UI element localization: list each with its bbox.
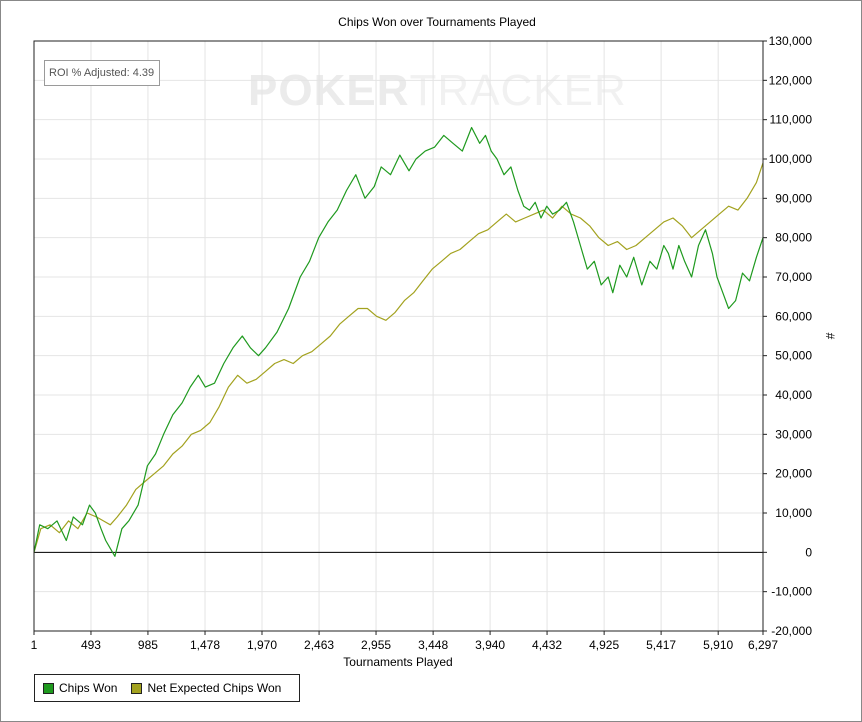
- y-tick-label: 40,000: [775, 388, 812, 402]
- x-tick-label: 5,417: [646, 638, 676, 652]
- chart-legend: Chips Won Net Expected Chips Won: [34, 674, 300, 702]
- roi-label: ROI % Adjusted: 4.39: [49, 67, 155, 79]
- y-tick-label: 0: [805, 545, 812, 559]
- plot-area-border: [33, 40, 764, 632]
- y-tick-label: -20,000: [771, 624, 812, 638]
- x-tick-label: 4,432: [532, 638, 562, 652]
- x-tick-label: 4,925: [589, 638, 619, 652]
- series-line-net-expected: [33, 162, 764, 553]
- x-axis-label: Tournaments Played: [343, 655, 452, 669]
- legend-label-chips-won: Chips Won: [59, 681, 118, 695]
- chart-title: Chips Won over Tournaments Played: [338, 15, 536, 29]
- series-layer: [33, 126, 764, 557]
- y-axis-label: #: [823, 333, 837, 340]
- x-tick-label: 985: [138, 638, 158, 652]
- x-tick-label: 493: [81, 638, 101, 652]
- x-tick-label: 2,955: [361, 638, 391, 652]
- y-tick-label: 50,000: [775, 349, 812, 363]
- x-tick-label: 3,448: [418, 638, 448, 652]
- pokertracker-watermark-logo: POKERTRACKER: [248, 66, 627, 116]
- x-tick-label: 3,940: [475, 638, 505, 652]
- legend-item-chips-won: Chips Won: [43, 681, 117, 695]
- legend-swatch-net-expected: [131, 682, 143, 694]
- x-tick-label: 1: [31, 638, 38, 652]
- x-tick-label: 5,910: [703, 638, 733, 652]
- y-tick-label: 20,000: [775, 467, 812, 481]
- y-tick-label: 120,000: [769, 73, 813, 87]
- legend-item-net-expected: Net Expected Chips Won: [131, 681, 281, 695]
- legend-label-net-expected: Net Expected Chips Won: [147, 681, 282, 695]
- grid-layer: [34, 41, 763, 631]
- x-tick-label: 1,478: [190, 638, 220, 652]
- y-tick-label: 60,000: [775, 309, 812, 323]
- watermark-part1: POKER: [248, 66, 410, 115]
- y-tick-label: -10,000: [771, 585, 812, 599]
- y-tick-label: 100,000: [769, 152, 813, 166]
- y-tick-label: 30,000: [775, 427, 812, 441]
- y-tick-label: 90,000: [775, 191, 812, 205]
- y-tick-label: 80,000: [775, 231, 812, 245]
- watermark-part2: TRACKER: [409, 66, 627, 115]
- y-tick-label: 130,000: [769, 34, 813, 48]
- roi-annotation-box: ROI % Adjusted: 4.39: [44, 60, 160, 86]
- x-tick-label: 1,970: [247, 638, 277, 652]
- y-axis-ticks: 130,000 120,000 110,000 100,000 90,000 80,000…: [763, 34, 812, 638]
- x-axis-ticks: 1 493 985 1,478 1,970 2,463 2,955 3,448 3,940 4,4…: [31, 631, 778, 652]
- legend-swatch-chips-won: [43, 682, 54, 694]
- y-tick-label: 10,000: [775, 506, 812, 520]
- y-tick-label: 70,000: [775, 270, 812, 284]
- x-tick-label: 2,463: [304, 638, 334, 652]
- x-tick-label: 6,297: [748, 638, 778, 652]
- series-line-chips-won: [33, 126, 764, 557]
- y-tick-label: 110,000: [770, 113, 813, 127]
